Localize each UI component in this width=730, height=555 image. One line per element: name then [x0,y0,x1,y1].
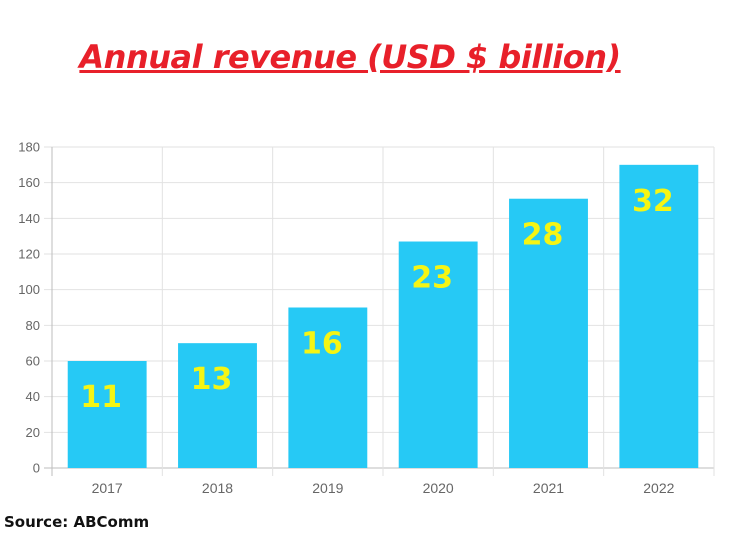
y-tick-label: 0 [33,461,40,476]
bar-2021 [509,198,588,468]
x-tick-label: 2018 [202,480,233,496]
data-label-2021: 28 [522,218,564,253]
y-tick-label: 120 [18,247,40,262]
bar-2019 [288,307,368,468]
bar-2020 [398,241,478,468]
bar-2017 [67,361,147,468]
y-tick-label: 60 [26,354,40,369]
data-label-2019: 16 [301,327,343,362]
y-tick-label: 100 [18,282,40,297]
data-labels: 11 13 16 23 28 32 [80,184,673,415]
data-label-2018: 13 [191,362,233,397]
x-tick-label: 2022 [643,480,674,496]
bar-chart: 0 20 40 60 80 100 120 140 160 180 2017 2018 2019 202… [18,140,715,496]
y-tick-label: 160 [18,175,40,190]
source-note: Source: ABComm [4,513,150,531]
y-axis-ticks: 0 20 40 60 80 100 120 140 160 180 [18,140,40,476]
y-tick-label: 20 [26,425,40,440]
chart-title: Annual revenue (USD $ billion) [79,38,621,76]
bars [67,164,699,469]
x-tick-label: 2021 [533,480,564,496]
data-label-2020: 23 [411,261,453,296]
data-label-2022: 32 [632,184,674,219]
bar-2018 [178,343,257,468]
y-tick-label: 140 [18,211,40,226]
y-tick-label: 80 [26,318,40,333]
y-tick-label: 180 [18,140,40,155]
gridlines [44,146,715,476]
x-axis-ticks: 2017 2018 2019 2020 2021 2022 [92,480,675,496]
y-tick-label: 40 [26,389,40,404]
x-tick-label: 2017 [92,480,123,496]
bar-2022 [619,164,699,469]
x-tick-label: 2020 [423,480,454,496]
x-tick-label: 2019 [312,480,343,496]
data-label-2017: 11 [80,380,122,415]
